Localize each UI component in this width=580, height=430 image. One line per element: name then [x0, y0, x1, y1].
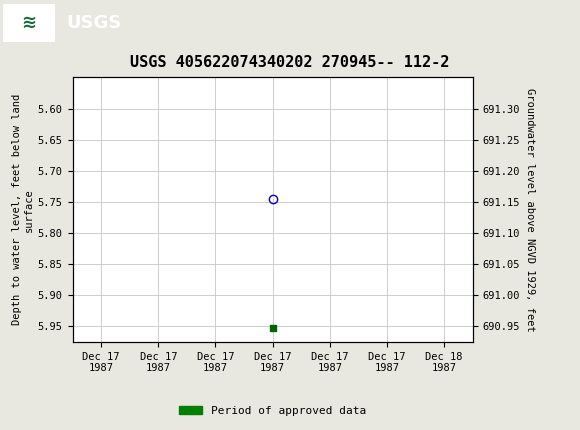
Text: ≋: ≋ — [21, 14, 37, 31]
Y-axis label: Depth to water level, feet below land
surface: Depth to water level, feet below land su… — [12, 94, 34, 325]
Text: USGS: USGS — [67, 14, 122, 31]
Y-axis label: Groundwater level above NGVD 1929, feet: Groundwater level above NGVD 1929, feet — [525, 88, 535, 332]
FancyBboxPatch shape — [3, 3, 55, 42]
Legend: Period of approved data: Period of approved data — [175, 401, 370, 420]
Text: USGS 405622074340202 270945-- 112-2: USGS 405622074340202 270945-- 112-2 — [130, 55, 450, 70]
